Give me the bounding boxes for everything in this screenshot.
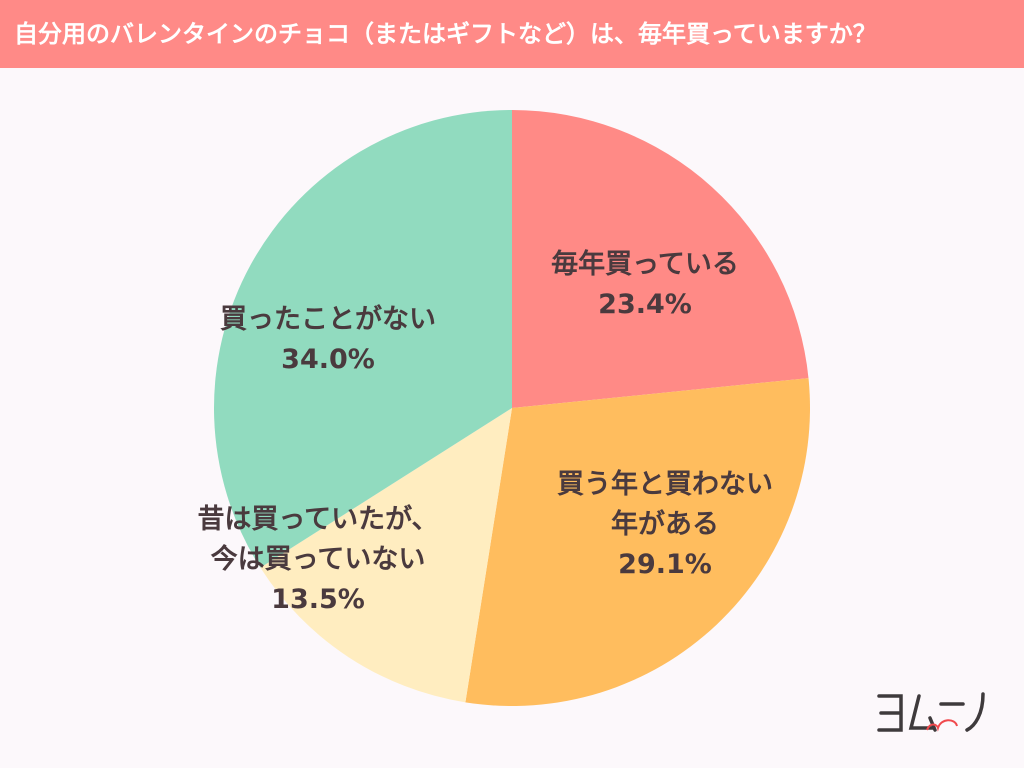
slice-1-name-line2: 年がある (611, 509, 719, 540)
slice-0-value: 23.4% (598, 289, 692, 320)
slice-label-0: 毎年買っている 23.4% (551, 245, 739, 325)
slice-label-1: 買う年と買わない 年がある 29.1% (557, 465, 773, 585)
pie-slice-0 (512, 110, 809, 408)
slice-3-value: 34.0% (281, 344, 375, 375)
chart-title: 自分用のバレンタインのチョコ（またはギフトなど）は、毎年買っていますか？ (0, 0, 1024, 68)
pie-slice-2 (260, 408, 512, 703)
slice-1-value: 29.1% (618, 549, 712, 580)
slice-label-2: 昔は買っていたが、 今は買っていない 13.5% (197, 500, 438, 620)
slice-2-name-line2: 今は買っていない (210, 544, 426, 575)
pie-slice-1 (465, 378, 810, 706)
slice-2-name-line1: 昔は買っていたが、 (197, 504, 439, 535)
slice-label-3: 買ったことがない 34.0% (220, 300, 436, 380)
pie-slice-3 (214, 110, 512, 568)
yomuno-logo (877, 692, 985, 732)
slice-1-name-line1: 買う年と買わない (557, 469, 773, 500)
slice-2-value: 13.5% (271, 584, 365, 615)
slice-3-name: 買ったことがない (220, 304, 436, 335)
slice-0-name: 毎年買っている (551, 249, 739, 280)
